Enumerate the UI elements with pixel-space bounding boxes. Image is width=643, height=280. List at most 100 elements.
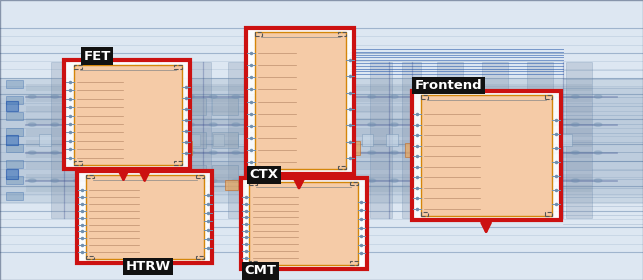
Circle shape bbox=[210, 123, 217, 126]
Circle shape bbox=[458, 95, 466, 98]
Circle shape bbox=[28, 95, 36, 98]
Bar bbox=[370, 62, 392, 218]
Bar bbox=[26, 151, 592, 158]
Circle shape bbox=[458, 123, 466, 126]
Bar bbox=[26, 84, 592, 91]
Circle shape bbox=[141, 151, 149, 154]
Circle shape bbox=[210, 179, 217, 182]
Circle shape bbox=[594, 95, 602, 98]
Circle shape bbox=[119, 151, 127, 154]
Bar bbox=[482, 62, 508, 218]
Bar bbox=[138, 134, 150, 146]
Circle shape bbox=[51, 95, 59, 98]
Bar bbox=[249, 182, 358, 265]
Bar bbox=[338, 32, 346, 36]
Bar bbox=[545, 212, 552, 216]
Circle shape bbox=[73, 179, 81, 182]
Bar bbox=[26, 129, 592, 136]
Bar bbox=[437, 62, 463, 218]
Circle shape bbox=[436, 179, 444, 182]
Circle shape bbox=[51, 123, 59, 126]
Bar bbox=[6, 144, 23, 152]
Bar bbox=[6, 101, 18, 111]
Bar bbox=[560, 134, 572, 146]
Circle shape bbox=[255, 179, 262, 182]
Bar bbox=[90, 62, 119, 218]
Circle shape bbox=[277, 151, 285, 154]
Bar bbox=[180, 132, 206, 148]
Bar bbox=[6, 135, 18, 145]
Circle shape bbox=[436, 151, 444, 154]
Bar bbox=[461, 134, 473, 146]
Circle shape bbox=[390, 151, 398, 154]
Circle shape bbox=[594, 151, 602, 154]
Bar bbox=[180, 98, 206, 115]
Circle shape bbox=[141, 123, 149, 126]
Text: HTRW: HTRW bbox=[125, 260, 170, 273]
Circle shape bbox=[481, 123, 489, 126]
Circle shape bbox=[503, 151, 511, 154]
Bar bbox=[228, 62, 244, 218]
Circle shape bbox=[323, 123, 331, 126]
Bar bbox=[196, 175, 204, 178]
Circle shape bbox=[345, 151, 353, 154]
Circle shape bbox=[141, 95, 149, 98]
Bar bbox=[246, 28, 354, 174]
Circle shape bbox=[164, 123, 172, 126]
Circle shape bbox=[481, 179, 489, 182]
Circle shape bbox=[368, 123, 376, 126]
Circle shape bbox=[413, 151, 421, 154]
Text: FET: FET bbox=[84, 50, 111, 62]
Bar bbox=[77, 171, 212, 263]
Bar bbox=[482, 180, 495, 190]
Circle shape bbox=[186, 151, 194, 154]
Circle shape bbox=[96, 179, 104, 182]
Bar bbox=[212, 98, 238, 115]
Circle shape bbox=[323, 151, 331, 154]
Bar bbox=[262, 134, 274, 146]
Bar bbox=[436, 134, 448, 146]
Circle shape bbox=[526, 151, 534, 154]
Bar bbox=[135, 62, 161, 218]
Bar bbox=[174, 141, 192, 155]
Circle shape bbox=[255, 95, 262, 98]
Bar bbox=[180, 62, 211, 218]
Bar bbox=[485, 134, 497, 146]
Bar bbox=[107, 179, 121, 190]
Circle shape bbox=[300, 123, 307, 126]
Circle shape bbox=[28, 123, 36, 126]
Circle shape bbox=[277, 95, 285, 98]
Circle shape bbox=[96, 95, 104, 98]
Bar bbox=[238, 134, 249, 146]
Bar bbox=[246, 28, 354, 174]
Circle shape bbox=[232, 95, 240, 98]
Circle shape bbox=[368, 179, 376, 182]
Bar bbox=[0, 98, 643, 188]
Bar bbox=[338, 166, 346, 169]
Bar bbox=[114, 134, 125, 146]
Bar bbox=[0, 87, 643, 196]
Bar bbox=[6, 128, 23, 136]
Circle shape bbox=[481, 95, 489, 98]
Circle shape bbox=[119, 123, 127, 126]
Circle shape bbox=[28, 179, 36, 182]
Circle shape bbox=[255, 123, 262, 126]
Text: Frontend: Frontend bbox=[415, 79, 482, 92]
Bar bbox=[405, 143, 419, 157]
Circle shape bbox=[277, 179, 285, 182]
Circle shape bbox=[526, 95, 534, 98]
Circle shape bbox=[572, 95, 579, 98]
Circle shape bbox=[51, 151, 59, 154]
Circle shape bbox=[96, 151, 104, 154]
Bar bbox=[344, 141, 360, 155]
Circle shape bbox=[277, 123, 285, 126]
Circle shape bbox=[51, 179, 59, 182]
Circle shape bbox=[413, 179, 421, 182]
Bar bbox=[309, 180, 322, 190]
Bar bbox=[106, 140, 125, 155]
Bar bbox=[26, 185, 592, 192]
Bar bbox=[255, 32, 346, 169]
Circle shape bbox=[119, 179, 127, 182]
Bar bbox=[64, 60, 190, 169]
Bar bbox=[86, 175, 204, 259]
